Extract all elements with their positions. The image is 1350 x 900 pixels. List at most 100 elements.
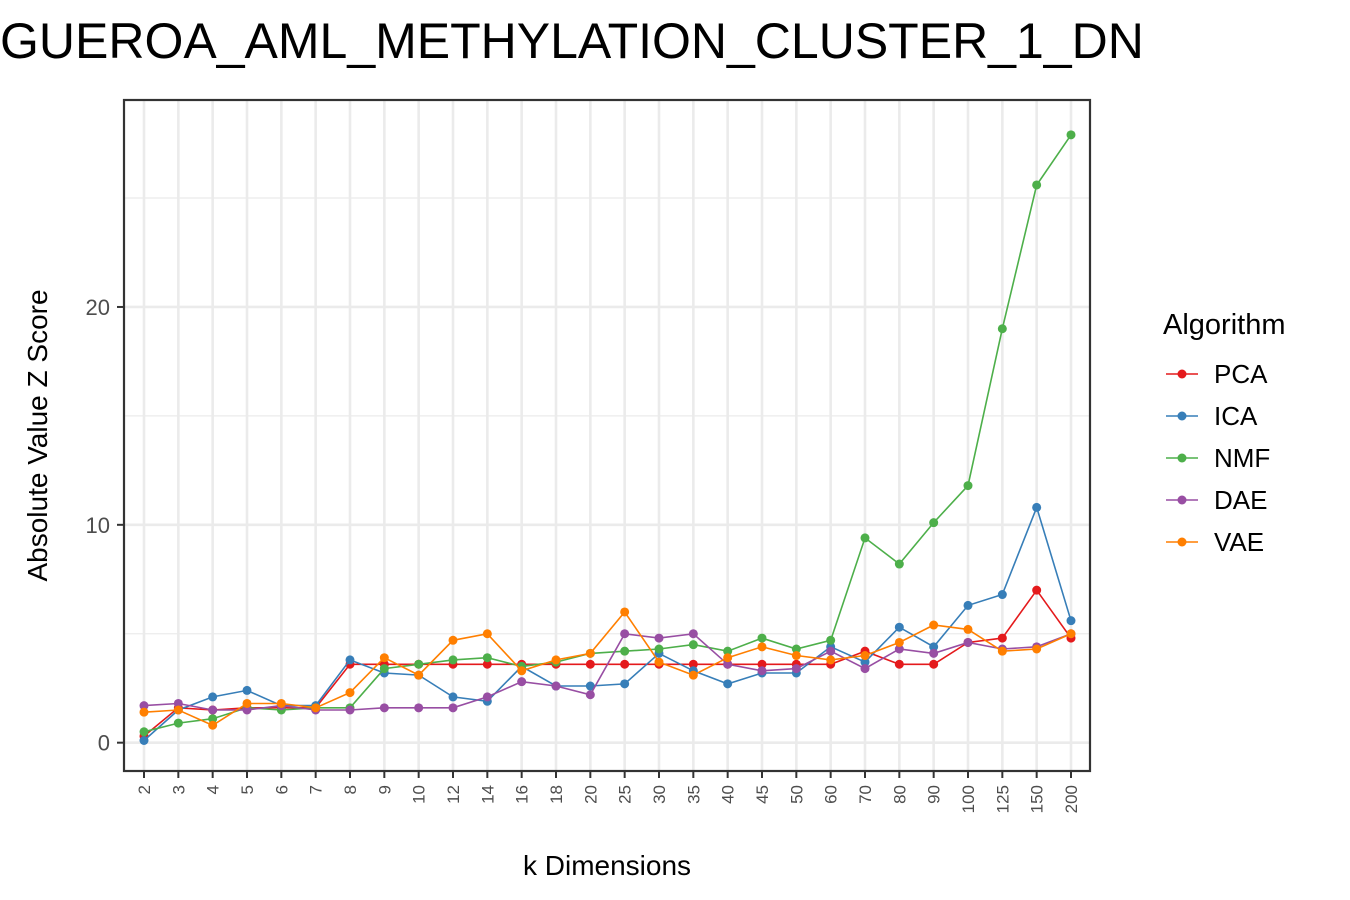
x-tick-label: 2 [135,785,154,794]
data-point-dae [860,664,870,674]
x-tick-label: 5 [238,785,257,794]
series-vae [139,607,1076,730]
data-point-vae [482,629,492,639]
y-tick-label: 0 [98,731,110,756]
data-point-nmf [139,727,149,737]
x-tick-label: 90 [925,785,944,804]
data-point-nmf [757,633,767,643]
data-point-vae [929,620,939,630]
x-tick-label: 125 [993,785,1012,813]
data-point-vae [894,637,904,647]
x-tick-label: 30 [650,785,669,804]
x-tick-label: 200 [1062,785,1081,813]
series-line-nmf [143,134,1072,733]
legend-key-point [1177,453,1187,463]
series-line-vae [143,610,1072,727]
data-point-pca [929,659,939,669]
x-tick-label: 35 [684,785,703,804]
y-tick-label: 10 [86,513,110,538]
data-point-vae [1066,629,1076,639]
data-point-vae [517,666,527,676]
data-point-nmf [894,559,904,569]
x-tick-label: 10 [410,785,429,804]
data-point-ica [963,600,973,610]
data-point-vae [242,698,252,708]
data-point-vae [173,705,183,715]
data-point-dae [620,629,630,639]
x-tick-label: 3 [169,785,188,794]
legend-key-point [1177,411,1187,421]
data-point-dae [482,692,492,702]
data-point-vae [585,648,595,658]
data-point-dae [654,633,664,643]
data-point-dae [208,705,218,715]
data-point-vae [723,653,733,663]
x-tick-label: 150 [1028,785,1047,813]
data-point-vae [414,670,424,680]
data-point-dae [963,637,973,647]
data-point-dae [791,664,801,674]
data-point-nmf [791,644,801,654]
data-point-dae [379,703,389,713]
data-point-pca [757,659,767,669]
legend-label: ICA [1214,401,1258,431]
chart-title: GUEROA_AML_METHYLATION_CLUSTER_1_DN [0,13,1144,69]
data-point-pca [894,659,904,669]
legend-label: DAE [1214,485,1267,515]
data-point-ica [139,736,149,745]
data-point-vae [654,657,664,667]
data-point-pca [997,633,1007,643]
x-tick-label: 50 [787,785,806,804]
x-tick-label: 45 [753,785,772,804]
y-axis-title: Absolute Value Z Score [22,289,53,581]
data-point-dae [173,698,183,708]
y-tick-label: 20 [86,295,110,320]
series-line-dae [143,632,1072,711]
x-tick-label: 14 [478,785,497,804]
legend-label: VAE [1214,527,1264,557]
data-point-dae [757,666,767,676]
legend-key-point [1177,537,1187,547]
data-point-vae [620,607,630,617]
grid [124,100,1090,771]
data-point-ica [860,657,870,667]
data-point-nmf [379,664,389,674]
data-point-vae [139,707,149,717]
data-point-ica [929,642,939,652]
data-point-ica [894,622,904,632]
data-point-nmf [448,655,458,665]
data-point-nmf [173,718,183,728]
legend-title: Algorithm [1163,309,1286,341]
data-point-nmf [482,653,492,663]
data-point-nmf [414,659,424,669]
legend: Algorithm PCA ICA NMF DAE VAE [1163,309,1286,557]
data-point-ica [345,655,355,665]
data-point-vae [688,670,698,680]
data-point-ica [242,685,252,695]
data-point-vae [551,655,561,665]
legend-label: PCA [1214,359,1268,389]
x-tick-label: 70 [856,785,875,804]
x-tick-label: 6 [272,785,291,794]
x-tick-label: 60 [822,785,841,804]
data-point-vae [208,720,218,730]
x-tick-label: 8 [341,785,360,794]
data-point-ica [723,679,733,689]
data-point-dae [448,703,458,713]
x-tick-label: 20 [581,785,600,804]
data-point-ica [1032,502,1042,512]
data-point-ica [1066,616,1076,626]
x-tick-label: 16 [513,785,532,804]
data-point-nmf [620,646,630,656]
data-point-dae [929,648,939,658]
x-tick-label: 25 [616,785,635,804]
data-point-nmf [929,518,939,528]
data-point-nmf [826,635,836,645]
data-point-dae [345,705,355,715]
x-tick-label: 80 [890,785,909,804]
data-point-vae [379,653,389,663]
data-point-pca [482,659,492,669]
data-point-dae [826,646,836,656]
data-point-nmf [997,324,1007,334]
